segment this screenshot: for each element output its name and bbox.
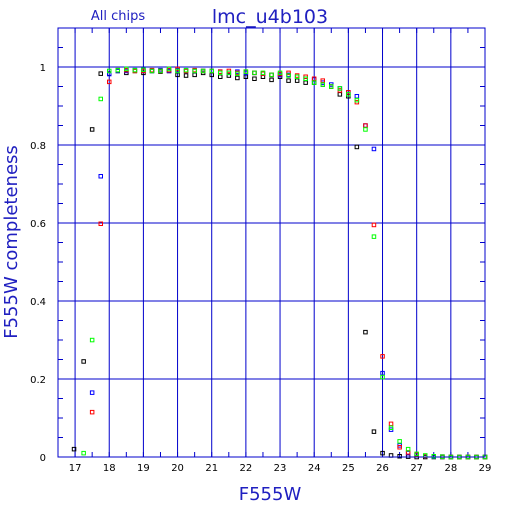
data-point <box>89 337 95 343</box>
x-tick-label: 29 <box>479 463 492 474</box>
data-point <box>363 329 368 335</box>
data-point <box>107 68 112 74</box>
data-point <box>320 82 325 87</box>
x-tick-labels: 17 18 19 20 21 22 23 24 25 26 27 28 29 <box>69 463 492 474</box>
data-point <box>414 451 419 457</box>
data-point <box>371 146 377 152</box>
data-point <box>252 76 257 81</box>
data-point <box>98 221 103 226</box>
y-tick-label: 0.2 <box>30 375 46 386</box>
data-point <box>98 96 103 102</box>
plot-area <box>58 28 485 457</box>
data-point <box>303 76 308 81</box>
data-point <box>149 68 155 74</box>
data-point <box>337 86 343 91</box>
data-point <box>243 69 249 74</box>
data-point <box>354 144 360 150</box>
data-point <box>158 68 163 74</box>
data-point <box>98 71 103 76</box>
data-point <box>226 73 232 78</box>
x-axis-label: F555W <box>239 484 302 505</box>
data-point <box>371 234 377 239</box>
data-point <box>397 454 402 459</box>
data-point <box>175 68 180 74</box>
data-point <box>115 67 120 73</box>
data-points <box>71 66 488 460</box>
x-tick-label: 20 <box>171 463 184 474</box>
y-tick-label: 0.4 <box>30 297 46 308</box>
data-point <box>141 67 146 72</box>
x-tick-label: 17 <box>69 463 82 474</box>
data-point <box>226 70 232 76</box>
data-point <box>89 409 95 415</box>
x-tick-label: 21 <box>205 463 218 474</box>
data-point <box>405 446 411 452</box>
y-tick-label: 0.6 <box>30 219 46 230</box>
data-point <box>81 359 86 364</box>
data-point <box>192 68 197 74</box>
data-point <box>252 70 257 76</box>
data-point <box>235 71 240 76</box>
x-tick-label: 25 <box>342 463 355 474</box>
data-point <box>71 446 77 452</box>
data-point <box>380 354 385 359</box>
data-point <box>209 68 214 74</box>
x-tick-label: 28 <box>444 463 457 474</box>
data-point <box>380 374 385 380</box>
data-point <box>277 70 283 76</box>
y-tick-label: 0.8 <box>30 141 46 152</box>
x-tick-label: 26 <box>376 463 389 474</box>
data-point <box>397 439 402 444</box>
chart-title: lmc_u4b103 <box>212 6 328 28</box>
x-tick-label: 19 <box>137 463 150 474</box>
data-point <box>107 79 112 85</box>
data-point <box>286 73 291 78</box>
data-point <box>183 67 189 73</box>
data-point <box>218 70 223 76</box>
data-point <box>363 127 368 132</box>
data-point <box>380 450 385 456</box>
x-tick-label: 18 <box>103 463 116 474</box>
x-tick-label: 23 <box>274 463 287 474</box>
data-point <box>89 127 95 132</box>
data-point <box>311 80 317 85</box>
data-point <box>98 174 103 179</box>
data-point <box>397 445 402 450</box>
data-point <box>89 390 95 395</box>
data-point <box>235 75 240 81</box>
data-point <box>124 66 129 72</box>
data-point <box>286 78 291 83</box>
y-tick-label: 0 <box>40 453 46 464</box>
plot-frame <box>57 27 486 458</box>
data-point <box>166 66 172 72</box>
data-point <box>183 73 189 78</box>
data-point <box>132 67 138 73</box>
y-axis-label: F555W completeness <box>1 145 22 339</box>
x-tick-label: 24 <box>308 463 321 474</box>
data-point <box>286 70 291 76</box>
data-point <box>269 77 274 83</box>
data-point <box>371 222 377 228</box>
y-tick-label: 1 <box>40 63 46 74</box>
data-point <box>346 92 351 97</box>
data-point <box>431 454 436 459</box>
data-point <box>371 429 377 434</box>
chart-subtitle: All chips <box>91 9 145 24</box>
x-tick-label: 22 <box>240 463 253 474</box>
data-point <box>329 84 334 89</box>
data-point <box>260 70 266 76</box>
y-tick-labels: 0 0.2 0.4 0.6 0.8 1 <box>30 63 46 464</box>
data-point <box>269 72 274 78</box>
data-point <box>81 450 86 456</box>
data-point <box>200 68 206 74</box>
data-point <box>388 425 394 430</box>
data-point <box>354 97 360 103</box>
data-point <box>294 74 300 79</box>
x-tick-label: 27 <box>410 463 423 474</box>
